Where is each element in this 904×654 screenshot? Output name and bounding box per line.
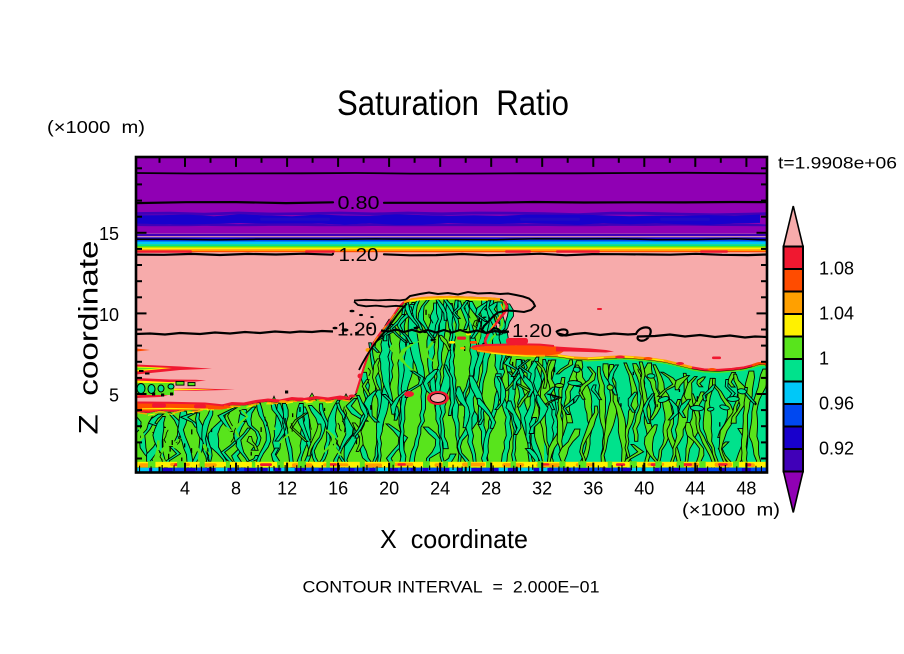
svg-text:15: 15: [99, 224, 119, 244]
svg-text:1.04: 1.04: [819, 304, 854, 324]
svg-text:(×1000 m): (×1000 m): [47, 117, 145, 137]
svg-text:32: 32: [532, 479, 552, 499]
svg-text:1.20: 1.20: [339, 245, 379, 265]
svg-text:5: 5: [109, 385, 119, 405]
svg-text:20: 20: [379, 479, 399, 499]
svg-text:Saturation Ratio: Saturation Ratio: [337, 83, 569, 123]
svg-text:1.20: 1.20: [512, 321, 552, 341]
svg-text:16: 16: [328, 479, 348, 499]
svg-text:1.08: 1.08: [819, 259, 854, 279]
svg-text:1.20: 1.20: [337, 320, 377, 340]
svg-text:(×1000 m): (×1000 m): [682, 500, 780, 520]
svg-text:Z coordinate: Z coordinate: [74, 241, 104, 435]
svg-text:4: 4: [180, 479, 190, 499]
svg-text:24: 24: [430, 479, 450, 499]
svg-text:CONTOUR INTERVAL = 2.000E−01: CONTOUR INTERVAL = 2.000E−01: [303, 578, 600, 597]
svg-text:44: 44: [685, 479, 705, 499]
svg-text:36: 36: [583, 479, 603, 499]
svg-text:28: 28: [481, 479, 501, 499]
svg-text:0.92: 0.92: [819, 439, 854, 459]
svg-text:12: 12: [277, 479, 297, 499]
svg-text:48: 48: [736, 479, 756, 499]
svg-text:10: 10: [99, 305, 119, 325]
svg-text:X coordinate: X coordinate: [380, 524, 528, 554]
svg-text:t=1.9908e+06: t=1.9908e+06: [778, 154, 897, 173]
svg-text:1: 1: [819, 349, 829, 369]
svg-text:8: 8: [231, 479, 241, 499]
svg-text:40: 40: [634, 479, 654, 499]
svg-text:0.80: 0.80: [338, 193, 380, 213]
svg-text:0.96: 0.96: [819, 394, 854, 414]
